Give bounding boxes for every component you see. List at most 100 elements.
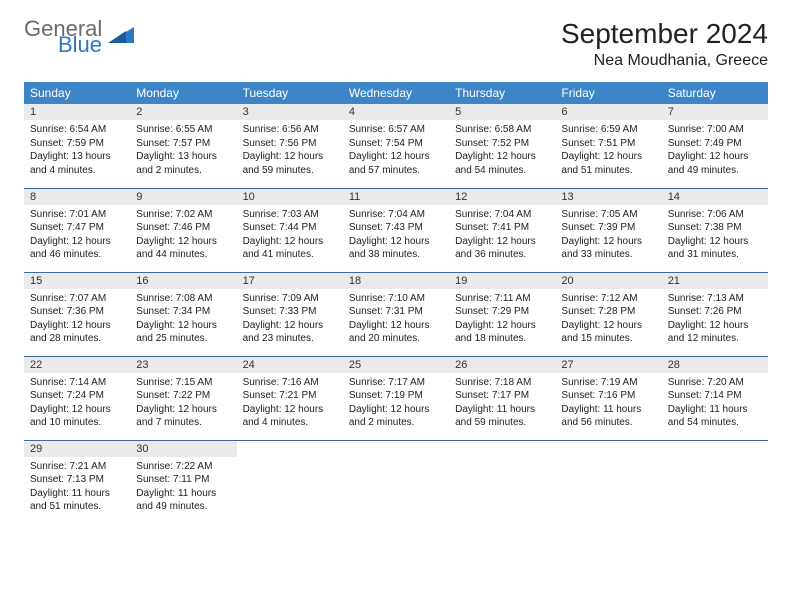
day-number: 7 [662, 104, 768, 120]
weekday-header: Friday [555, 82, 661, 104]
calendar-cell: 12Sunrise: 7:04 AMSunset: 7:41 PMDayligh… [449, 188, 555, 272]
day-number: 27 [555, 357, 661, 373]
weekday-header: Wednesday [343, 82, 449, 104]
calendar-row: 22Sunrise: 7:14 AMSunset: 7:24 PMDayligh… [24, 356, 768, 440]
logo-triangle-icon [108, 25, 138, 52]
day-details: Sunrise: 7:13 AMSunset: 7:26 PMDaylight:… [662, 289, 768, 351]
weekday-header: Monday [130, 82, 236, 104]
day-details: Sunrise: 7:00 AMSunset: 7:49 PMDaylight:… [662, 120, 768, 182]
calendar-cell: 8Sunrise: 7:01 AMSunset: 7:47 PMDaylight… [24, 188, 130, 272]
logo-blue: Blue [58, 34, 102, 56]
day-details: Sunrise: 6:57 AMSunset: 7:54 PMDaylight:… [343, 120, 449, 182]
day-details: Sunrise: 7:08 AMSunset: 7:34 PMDaylight:… [130, 289, 236, 351]
header: General Blue September 2024 Nea Moudhani… [24, 18, 768, 70]
calendar-cell: 3Sunrise: 6:56 AMSunset: 7:56 PMDaylight… [237, 104, 343, 188]
day-number: 15 [24, 273, 130, 289]
location: Nea Moudhania, Greece [561, 52, 768, 70]
calendar-cell: 22Sunrise: 7:14 AMSunset: 7:24 PMDayligh… [24, 356, 130, 440]
day-details: Sunrise: 6:59 AMSunset: 7:51 PMDaylight:… [555, 120, 661, 182]
day-number: 22 [24, 357, 130, 373]
weekday-header-row: SundayMondayTuesdayWednesdayThursdayFrid… [24, 82, 768, 104]
title-block: September 2024 Nea Moudhania, Greece [561, 18, 768, 70]
calendar-cell: 27Sunrise: 7:19 AMSunset: 7:16 PMDayligh… [555, 356, 661, 440]
day-details: Sunrise: 7:04 AMSunset: 7:43 PMDaylight:… [343, 205, 449, 267]
calendar-row: 15Sunrise: 7:07 AMSunset: 7:36 PMDayligh… [24, 272, 768, 356]
day-details: Sunrise: 7:09 AMSunset: 7:33 PMDaylight:… [237, 289, 343, 351]
calendar-cell: 16Sunrise: 7:08 AMSunset: 7:34 PMDayligh… [130, 272, 236, 356]
day-details: Sunrise: 7:03 AMSunset: 7:44 PMDaylight:… [237, 205, 343, 267]
calendar-cell: 19Sunrise: 7:11 AMSunset: 7:29 PMDayligh… [449, 272, 555, 356]
day-details: Sunrise: 7:12 AMSunset: 7:28 PMDaylight:… [555, 289, 661, 351]
calendar-cell: 25Sunrise: 7:17 AMSunset: 7:19 PMDayligh… [343, 356, 449, 440]
day-details: Sunrise: 7:21 AMSunset: 7:13 PMDaylight:… [24, 457, 130, 519]
calendar-cell: 23Sunrise: 7:15 AMSunset: 7:22 PMDayligh… [130, 356, 236, 440]
calendar-row: 8Sunrise: 7:01 AMSunset: 7:47 PMDaylight… [24, 188, 768, 272]
day-details: Sunrise: 7:19 AMSunset: 7:16 PMDaylight:… [555, 373, 661, 435]
calendar-cell: 30Sunrise: 7:22 AMSunset: 7:11 PMDayligh… [130, 440, 236, 524]
calendar-cell [662, 440, 768, 524]
day-details: Sunrise: 7:05 AMSunset: 7:39 PMDaylight:… [555, 205, 661, 267]
calendar-row: 29Sunrise: 7:21 AMSunset: 7:13 PMDayligh… [24, 440, 768, 524]
logo: General Blue [24, 18, 138, 56]
calendar-cell: 1Sunrise: 6:54 AMSunset: 7:59 PMDaylight… [24, 104, 130, 188]
day-details: Sunrise: 6:58 AMSunset: 7:52 PMDaylight:… [449, 120, 555, 182]
day-number: 21 [662, 273, 768, 289]
calendar-cell: 11Sunrise: 7:04 AMSunset: 7:43 PMDayligh… [343, 188, 449, 272]
calendar-cell: 9Sunrise: 7:02 AMSunset: 7:46 PMDaylight… [130, 188, 236, 272]
day-number: 29 [24, 441, 130, 457]
day-number: 6 [555, 104, 661, 120]
calendar-cell: 10Sunrise: 7:03 AMSunset: 7:44 PMDayligh… [237, 188, 343, 272]
calendar-cell: 7Sunrise: 7:00 AMSunset: 7:49 PMDaylight… [662, 104, 768, 188]
day-number: 4 [343, 104, 449, 120]
day-details: Sunrise: 7:14 AMSunset: 7:24 PMDaylight:… [24, 373, 130, 435]
day-number: 28 [662, 357, 768, 373]
day-number: 2 [130, 104, 236, 120]
day-details: Sunrise: 7:18 AMSunset: 7:17 PMDaylight:… [449, 373, 555, 435]
calendar-cell: 26Sunrise: 7:18 AMSunset: 7:17 PMDayligh… [449, 356, 555, 440]
day-details: Sunrise: 7:20 AMSunset: 7:14 PMDaylight:… [662, 373, 768, 435]
day-number: 3 [237, 104, 343, 120]
day-number: 9 [130, 189, 236, 205]
calendar-cell: 5Sunrise: 6:58 AMSunset: 7:52 PMDaylight… [449, 104, 555, 188]
calendar-body: 1Sunrise: 6:54 AMSunset: 7:59 PMDaylight… [24, 104, 768, 524]
day-details: Sunrise: 7:07 AMSunset: 7:36 PMDaylight:… [24, 289, 130, 351]
day-number: 14 [662, 189, 768, 205]
logo-text: General Blue [24, 18, 102, 56]
calendar-cell: 14Sunrise: 7:06 AMSunset: 7:38 PMDayligh… [662, 188, 768, 272]
calendar-cell: 21Sunrise: 7:13 AMSunset: 7:26 PMDayligh… [662, 272, 768, 356]
day-details: Sunrise: 6:55 AMSunset: 7:57 PMDaylight:… [130, 120, 236, 182]
calendar-cell: 17Sunrise: 7:09 AMSunset: 7:33 PMDayligh… [237, 272, 343, 356]
day-number: 26 [449, 357, 555, 373]
day-details: Sunrise: 7:22 AMSunset: 7:11 PMDaylight:… [130, 457, 236, 519]
calendar-cell: 2Sunrise: 6:55 AMSunset: 7:57 PMDaylight… [130, 104, 236, 188]
day-number: 1 [24, 104, 130, 120]
day-details: Sunrise: 6:56 AMSunset: 7:56 PMDaylight:… [237, 120, 343, 182]
day-details: Sunrise: 7:15 AMSunset: 7:22 PMDaylight:… [130, 373, 236, 435]
day-number: 13 [555, 189, 661, 205]
calendar-table: SundayMondayTuesdayWednesdayThursdayFrid… [24, 82, 768, 524]
day-details: Sunrise: 7:02 AMSunset: 7:46 PMDaylight:… [130, 205, 236, 267]
calendar-cell [237, 440, 343, 524]
day-number: 11 [343, 189, 449, 205]
day-number: 16 [130, 273, 236, 289]
day-details: Sunrise: 6:54 AMSunset: 7:59 PMDaylight:… [24, 120, 130, 182]
day-number: 17 [237, 273, 343, 289]
calendar-cell: 15Sunrise: 7:07 AMSunset: 7:36 PMDayligh… [24, 272, 130, 356]
day-details: Sunrise: 7:10 AMSunset: 7:31 PMDaylight:… [343, 289, 449, 351]
day-number: 30 [130, 441, 236, 457]
weekday-header: Thursday [449, 82, 555, 104]
calendar-cell: 6Sunrise: 6:59 AMSunset: 7:51 PMDaylight… [555, 104, 661, 188]
calendar-cell [343, 440, 449, 524]
day-number: 24 [237, 357, 343, 373]
calendar-cell: 24Sunrise: 7:16 AMSunset: 7:21 PMDayligh… [237, 356, 343, 440]
calendar-cell: 18Sunrise: 7:10 AMSunset: 7:31 PMDayligh… [343, 272, 449, 356]
day-details: Sunrise: 7:11 AMSunset: 7:29 PMDaylight:… [449, 289, 555, 351]
day-number: 18 [343, 273, 449, 289]
weekday-header: Tuesday [237, 82, 343, 104]
calendar-cell [449, 440, 555, 524]
day-number: 5 [449, 104, 555, 120]
calendar-cell: 4Sunrise: 6:57 AMSunset: 7:54 PMDaylight… [343, 104, 449, 188]
weekday-header: Sunday [24, 82, 130, 104]
calendar-row: 1Sunrise: 6:54 AMSunset: 7:59 PMDaylight… [24, 104, 768, 188]
month-title: September 2024 [561, 18, 768, 50]
